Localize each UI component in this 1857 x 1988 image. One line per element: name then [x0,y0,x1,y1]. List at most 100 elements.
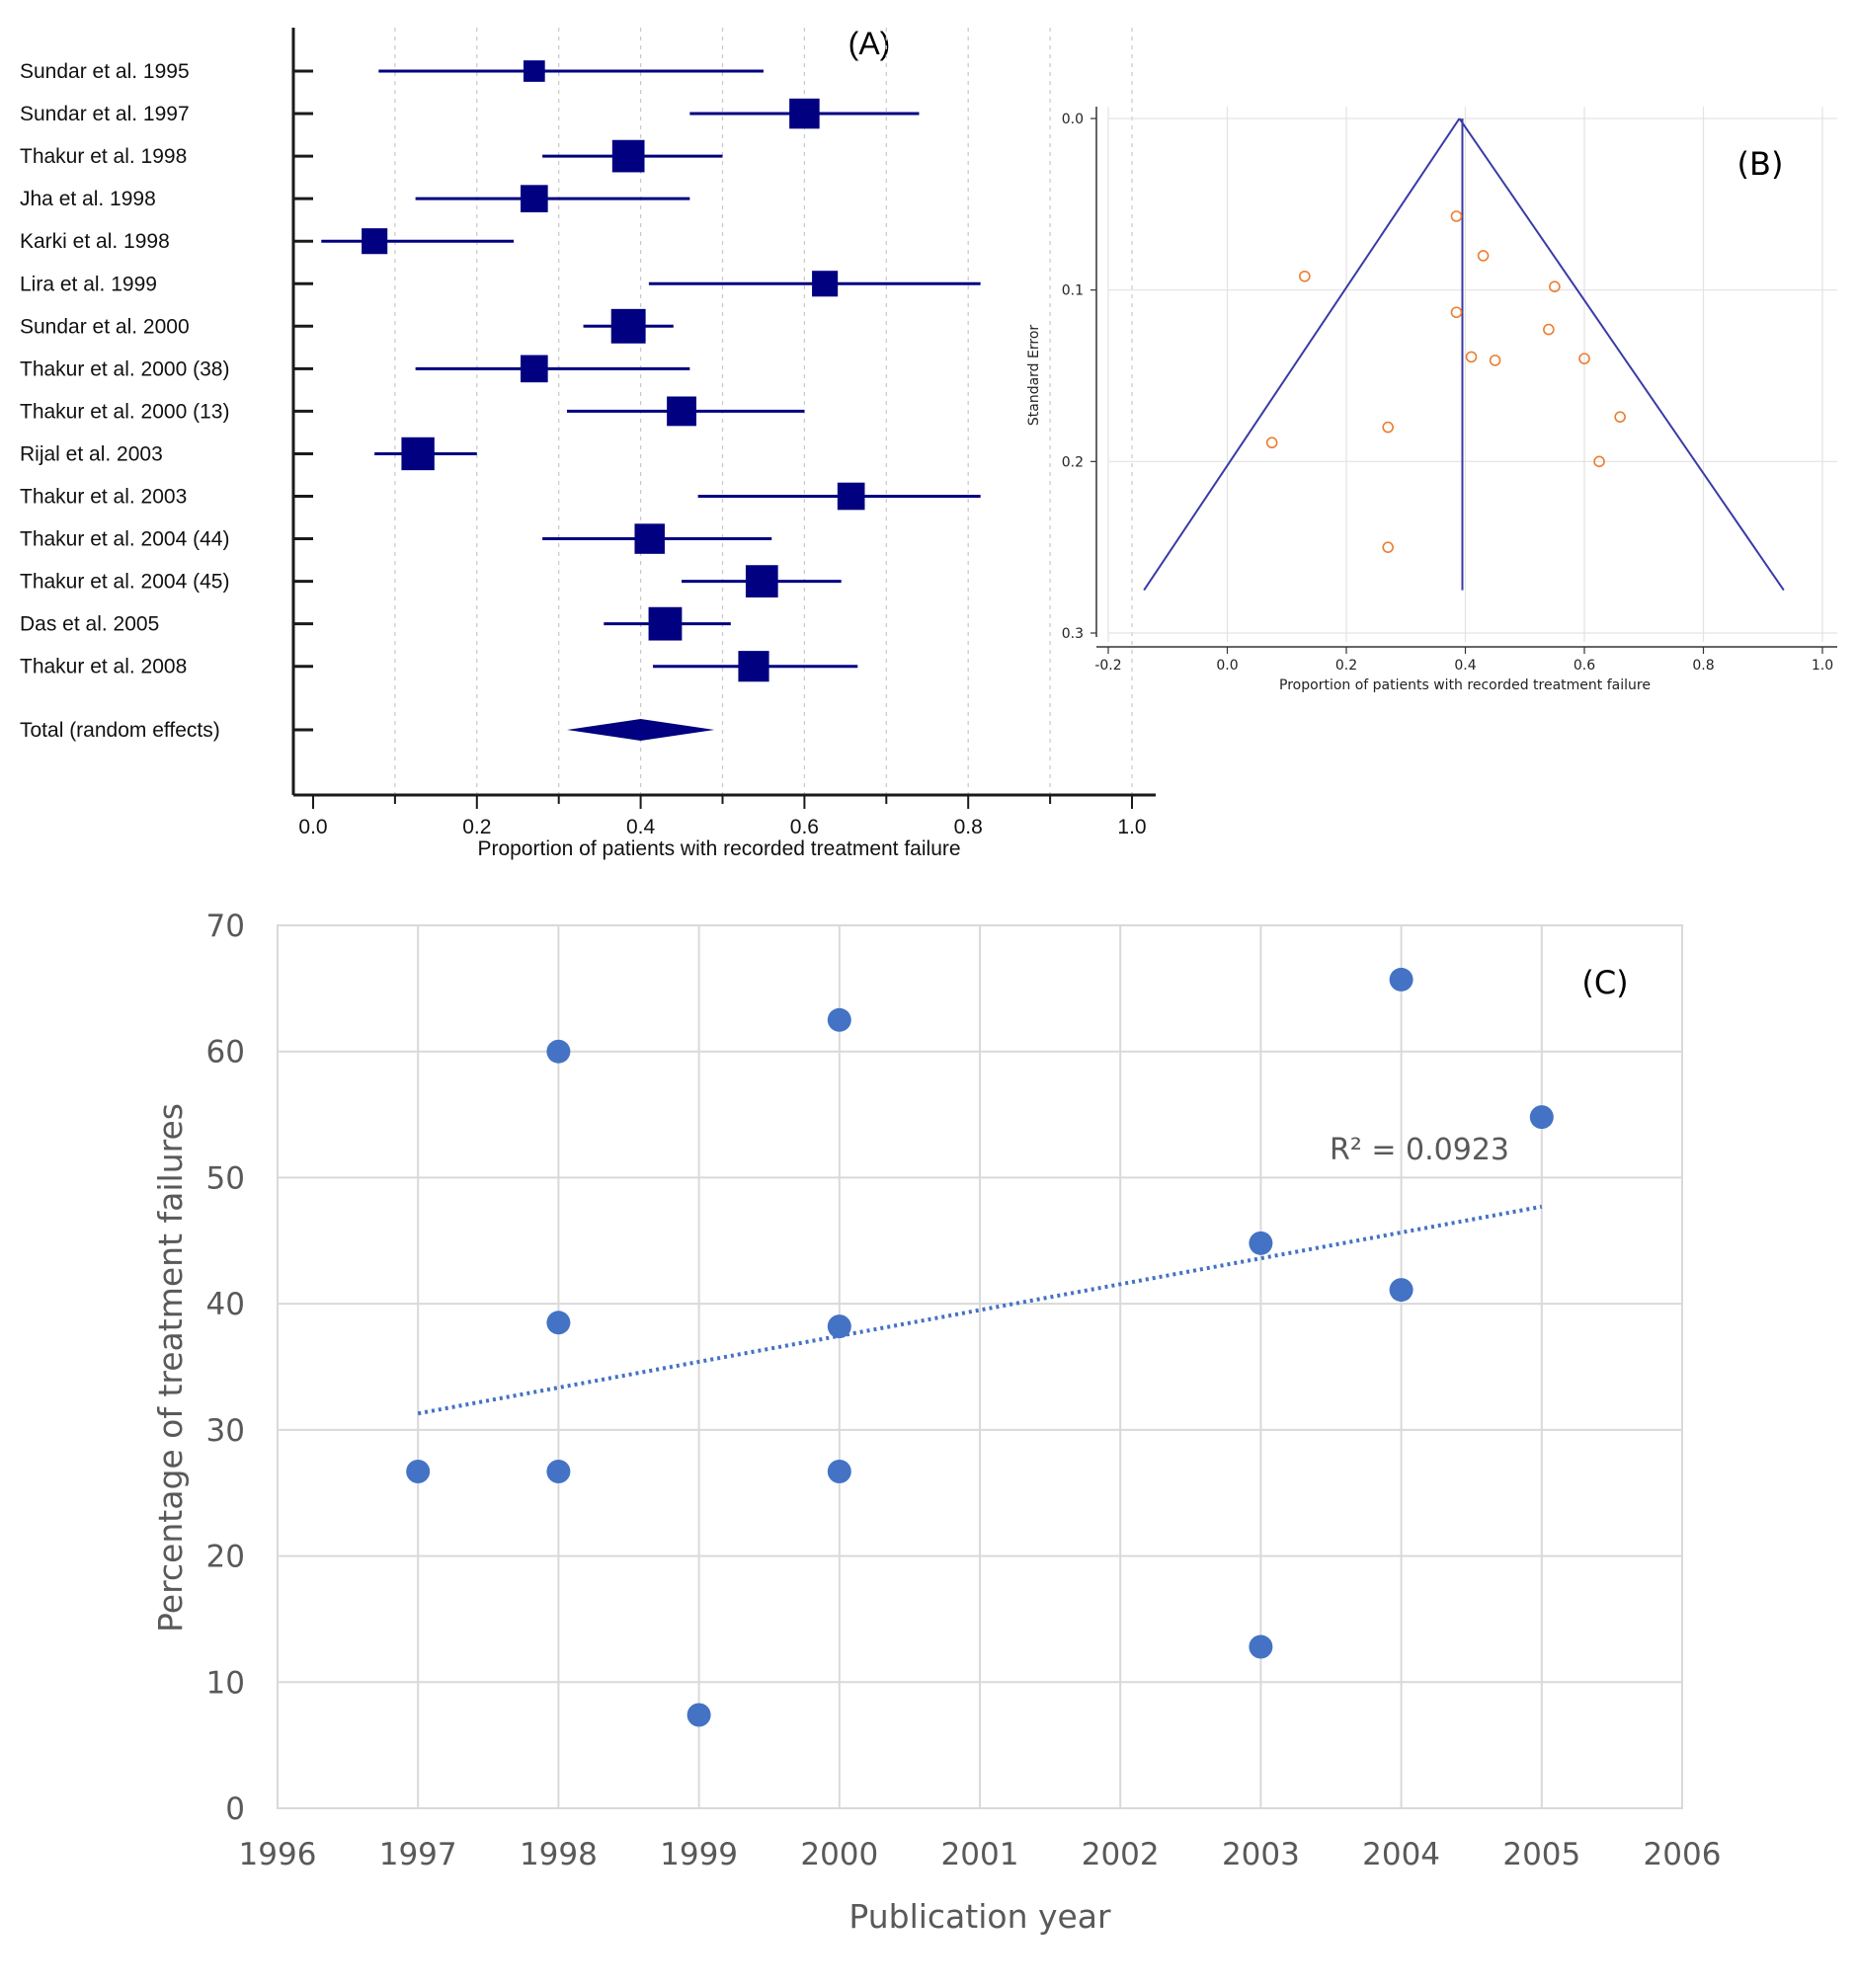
study-estimate-square [521,185,548,212]
study-point-b [1549,280,1561,292]
forest-plot-panel-a: (A) Proportion of patients with recorded… [20,26,1156,860]
x-tick-label-b: 1.0 [1812,658,1833,674]
study-label: Rijal et al. 2003 [20,442,163,465]
x-tick-label-c: 2005 [1502,1837,1580,1872]
y-tick-label-b: 0.2 [1062,454,1084,470]
pooled-estimate-diamond [566,719,715,741]
study-point-b [1465,351,1478,363]
study-point-b [1578,353,1590,364]
data-point-c [827,1460,851,1484]
study-point-b [1477,250,1490,262]
study-label: Thakur et al. 2004 (45) [20,571,229,594]
x-tick-label-a: 0.0 [298,816,327,838]
data-point-c [1529,1105,1554,1130]
study-estimate-square [523,60,545,82]
study-point-b [1265,437,1278,449]
x-tick-label-c: 2000 [800,1837,878,1872]
data-point-c [1249,1634,1273,1659]
total-label: Total (random effects) [20,719,220,742]
study-estimate-square [362,228,388,255]
x-tick-label-c: 2004 [1362,1837,1440,1872]
x-tick-label-c: 1998 [520,1837,598,1872]
x-tick-label-a: 0.2 [462,816,491,838]
y-axis-label-b: Standard Error [1026,325,1042,427]
study-estimate-square [745,565,778,597]
study-label: Thakur et al. 2003 [20,486,187,509]
data-point-c [1389,967,1413,992]
study-point-b [1614,411,1626,423]
y-tick-label-c: 20 [206,1540,245,1575]
data-point-c [1389,1278,1413,1303]
x-tick-label-b: 0.6 [1574,658,1595,674]
y-tick-label-b: 0.3 [1062,626,1084,642]
study-label: Karki et al. 1998 [20,230,170,253]
study-estimate-square [611,139,645,173]
study-estimate-square [521,355,548,383]
x-tick-label-b: 0.2 [1335,658,1357,674]
x-tick-label-c: 2001 [941,1837,1019,1872]
x-tick-label-b: 0.8 [1692,658,1714,674]
study-label: Lira et al. 1999 [20,273,157,295]
x-tick-label-a: 0.4 [626,816,656,838]
study-point-b [1382,541,1394,553]
x-tick-label-a: 0.8 [954,816,983,838]
study-label: Jha et al. 1998 [20,188,156,210]
data-point-c [1249,1231,1273,1255]
study-estimate-square [610,308,646,344]
y-tick-label-c: 30 [206,1413,245,1449]
study-label: Thakur et al. 2000 (38) [20,358,229,380]
study-estimate-square [812,271,839,297]
x-axis-label-b: Proportion of patients with recorded tre… [1279,677,1651,693]
y-tick-label-c: 60 [206,1035,245,1071]
data-point-c [827,1007,851,1032]
study-label: Thakur et al. 2008 [20,656,187,678]
data-point-c [686,1703,711,1727]
study-label: Sundar et al. 2000 [20,315,190,338]
study-point-b [1382,421,1394,434]
study-point-b [1450,210,1463,222]
panel-label-c: (C) [1581,964,1628,1001]
study-estimate-square [738,651,769,682]
study-label: Sundar et al. 1995 [20,60,190,83]
study-label: Sundar et al. 1997 [20,103,190,125]
study-point-b [1543,323,1555,336]
panel-label-b: (B) [1737,145,1784,183]
study-point-b [1299,270,1311,282]
y-tick-label-b: 0.0 [1062,112,1084,127]
study-point-b [1593,455,1605,468]
study-estimate-square [837,482,865,511]
data-point-c [546,1311,571,1335]
study-estimate-square [634,523,665,554]
y-tick-label-c: 10 [206,1665,245,1701]
x-tick-label-c: 1996 [239,1837,317,1872]
study-label: Thakur et al. 1998 [20,145,187,168]
x-tick-label-c: 1999 [660,1837,738,1872]
y-tick-label-c: 0 [225,1791,245,1827]
study-estimate-square [789,98,820,129]
y-tick-label-b: 0.1 [1062,283,1084,299]
funnel-left-line [1143,118,1461,592]
scatter-plot-panel-c: (C) Publication year Percentage of treat… [151,909,1721,1936]
x-tick-label-b: 0.0 [1216,658,1238,674]
trendline-r-squared: R² = 0.0923 [1330,1133,1509,1167]
study-estimate-square [401,437,435,471]
x-tick-label-c: 2003 [1222,1837,1300,1872]
x-tick-label-b: -0.2 [1094,658,1121,674]
funnel-plot-panel-b: (B) Proportion of patients with recorded… [1026,107,1837,693]
data-point-c [827,1314,851,1339]
x-tick-label-a: 1.0 [1117,816,1146,838]
panel-label-a: (A) [848,26,891,61]
y-axis-label-c: Percentage of treatment failures [151,1103,190,1632]
x-tick-label-b: 0.4 [1454,658,1476,674]
x-tick-label-c: 2006 [1644,1837,1722,1872]
study-point-b [1489,355,1501,366]
x-axis-label-a: Proportion of patients with recorded tre… [477,837,960,860]
x-axis-label-c: Publication year [848,1897,1111,1936]
study-estimate-square [648,606,683,641]
study-label: Thakur et al. 2000 (13) [20,400,229,423]
study-estimate-square [667,396,696,427]
x-tick-label-c: 2002 [1082,1837,1160,1872]
study-label: Das et al. 2005 [20,613,159,636]
study-point-b [1450,306,1463,319]
